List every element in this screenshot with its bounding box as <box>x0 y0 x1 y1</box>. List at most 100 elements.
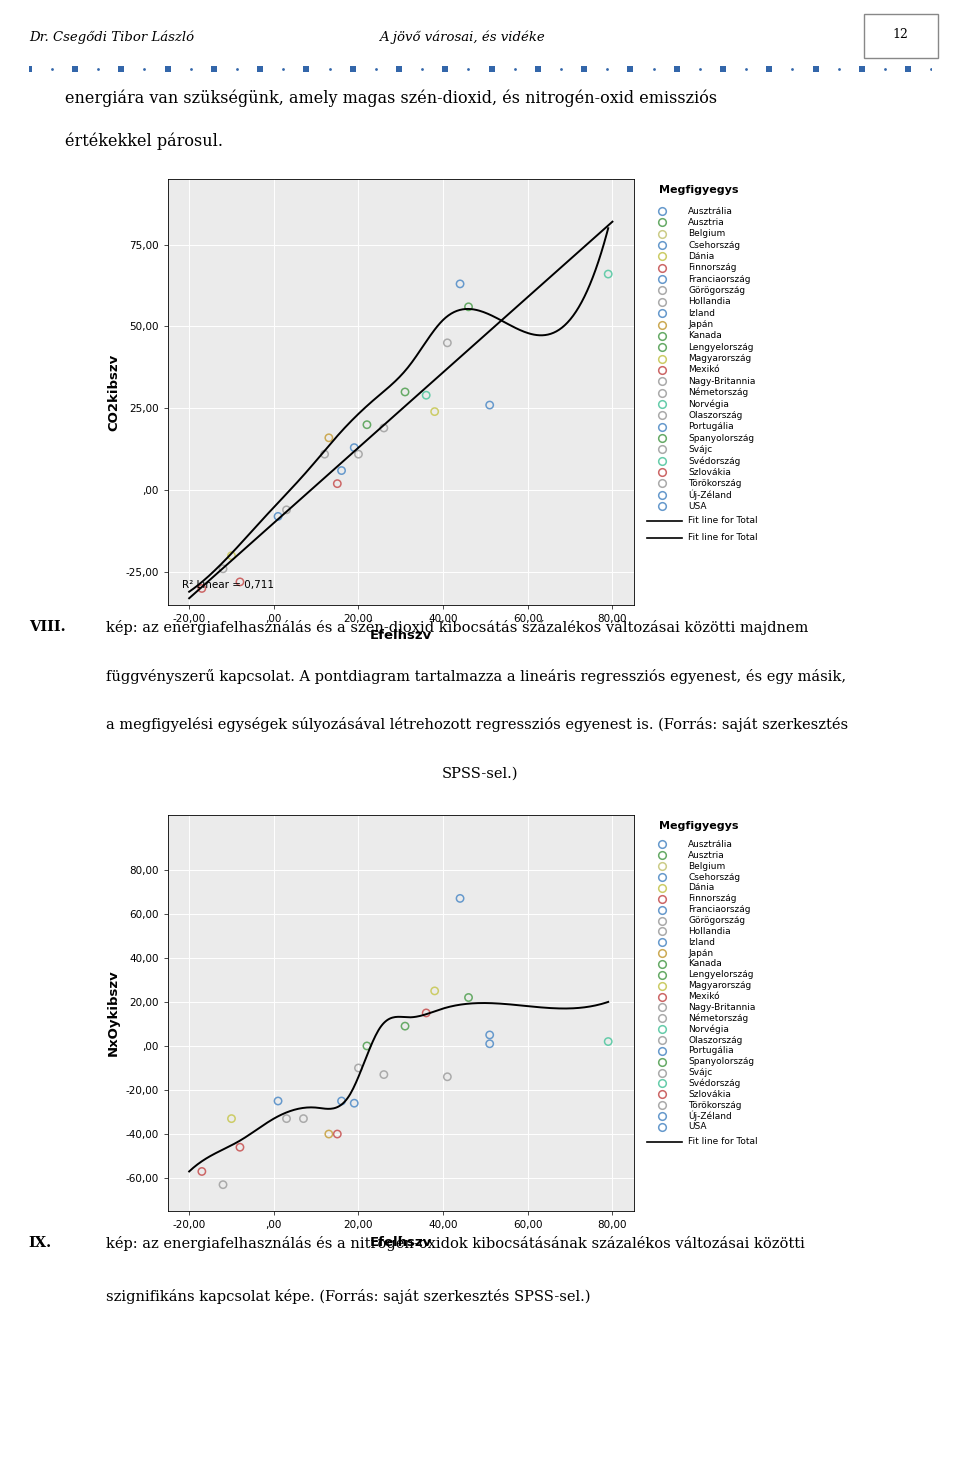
Point <box>452 272 468 295</box>
Point <box>359 1033 374 1057</box>
Point <box>427 399 443 423</box>
Text: Svédország: Svédország <box>688 1079 740 1088</box>
Point <box>334 1089 349 1113</box>
Point <box>278 498 294 521</box>
Point <box>271 1089 286 1113</box>
Text: Dánia: Dánia <box>688 884 714 893</box>
Text: Ausztrália: Ausztrália <box>688 207 733 216</box>
Text: Németország: Németország <box>688 1013 749 1023</box>
Text: Törökország: Törökország <box>688 1101 742 1110</box>
Text: Nagy-Britannia: Nagy-Britannia <box>688 1003 756 1011</box>
Point <box>397 1014 413 1038</box>
Text: Svájc: Svájc <box>688 445 712 454</box>
Text: A jövő városai, és vidéke: A jövő városai, és vidéke <box>379 31 545 44</box>
Point <box>224 545 239 568</box>
Text: Svájc: Svájc <box>688 1069 712 1078</box>
Text: Norvégia: Norvégia <box>688 1025 729 1033</box>
Text: VIII.: VIII. <box>29 619 65 634</box>
Point <box>482 393 497 417</box>
Text: Franciaország: Franciaország <box>688 906 751 915</box>
Point <box>482 1032 497 1055</box>
Text: Japán: Japán <box>688 320 713 329</box>
Point <box>601 263 616 286</box>
Text: Mexikó: Mexikó <box>688 992 720 1001</box>
Point <box>271 505 286 528</box>
Text: Belgium: Belgium <box>688 229 726 238</box>
Text: Olaszország: Olaszország <box>688 411 742 420</box>
Text: Izland: Izland <box>688 938 715 947</box>
Text: Németország: Németország <box>688 388 749 398</box>
Text: a megfigyelési egységek súlyozásával létrehozott regressziós egyenest is. (Forrá: a megfigyelési egységek súlyozásával lét… <box>106 718 848 733</box>
Text: Görögország: Görögország <box>688 916 745 925</box>
X-axis label: Efelhszv: Efelhszv <box>370 630 432 643</box>
Text: Lengyelország: Lengyelország <box>688 342 754 352</box>
Point <box>359 413 374 436</box>
Text: energiára van szükségünk, amely magas szén-dioxid, és nitrogén-oxid emissziós: energiára van szükségünk, amely magas sz… <box>65 90 717 107</box>
Point <box>419 1001 434 1025</box>
Point <box>215 556 230 580</box>
Point <box>322 426 337 449</box>
Text: R² Linear = 0,711: R² Linear = 0,711 <box>182 580 274 590</box>
Text: Dr. Csegődi Tibor László: Dr. Csegődi Tibor László <box>29 31 194 44</box>
Point <box>452 887 468 910</box>
Text: Mexikó: Mexikó <box>688 366 720 374</box>
FancyBboxPatch shape <box>864 13 938 59</box>
Text: Ausztrália: Ausztrália <box>688 840 733 849</box>
Text: Új-Zéland: Új-Zéland <box>688 490 732 501</box>
Text: Finnország: Finnország <box>688 894 736 903</box>
Text: Új-Zéland: Új-Zéland <box>688 1111 732 1122</box>
Text: IX.: IX. <box>29 1236 52 1251</box>
Point <box>296 1107 311 1130</box>
Text: Franciaország: Franciaország <box>688 275 751 283</box>
Text: Görögország: Görögország <box>688 286 745 295</box>
Text: kép: az energiafelhasználás és a szén-dioxid kibocsátás százalékos változásai kö: kép: az energiafelhasználás és a szén-di… <box>106 619 808 634</box>
Text: Magyarország: Magyarország <box>688 981 752 991</box>
Text: Fit line for Total: Fit line for Total <box>688 517 757 526</box>
Point <box>376 1063 392 1086</box>
Text: Magyarország: Magyarország <box>688 354 752 363</box>
Point <box>461 295 476 319</box>
Point <box>232 570 248 593</box>
Point <box>482 1023 497 1047</box>
Text: Finnország: Finnország <box>688 263 736 272</box>
Text: Japán: Japán <box>688 948 713 957</box>
Point <box>347 436 362 459</box>
Text: Norvégia: Norvégia <box>688 399 729 408</box>
Text: Spanyolország: Spanyolország <box>688 433 755 442</box>
Text: USA: USA <box>688 1123 707 1132</box>
Point <box>194 1160 209 1183</box>
Point <box>329 471 345 495</box>
Y-axis label: NxOykibszv: NxOykibszv <box>108 969 120 1057</box>
Text: Izland: Izland <box>688 308 715 317</box>
Point <box>376 417 392 440</box>
Text: Csehország: Csehország <box>688 872 740 882</box>
Text: SPSS-sel.): SPSS-sel.) <box>442 766 518 780</box>
Text: Kanada: Kanada <box>688 960 722 969</box>
Text: Törökország: Törökország <box>688 479 742 487</box>
Point <box>232 1136 248 1160</box>
Point <box>215 1173 230 1196</box>
Text: Kanada: Kanada <box>688 332 722 341</box>
Y-axis label: CO2kibszv: CO2kibszv <box>108 354 120 430</box>
Text: Nagy-Britannia: Nagy-Britannia <box>688 377 756 386</box>
Point <box>350 1057 366 1080</box>
Text: Hollandia: Hollandia <box>688 926 731 937</box>
X-axis label: Efelhszv: Efelhszv <box>370 1236 432 1249</box>
Text: Megfigyegys: Megfigyegys <box>659 821 738 831</box>
Point <box>601 1031 616 1054</box>
Text: szignifikáns kapcsolat képe. (Forrás: saját szerkesztés SPSS-sel.): szignifikáns kapcsolat képe. (Forrás: sa… <box>106 1289 590 1304</box>
Text: Olaszország: Olaszország <box>688 1035 742 1045</box>
Point <box>440 332 455 355</box>
Text: Ausztria: Ausztria <box>688 851 725 860</box>
Point <box>194 577 209 600</box>
Text: Fit line for Total: Fit line for Total <box>688 533 757 543</box>
Point <box>224 1107 239 1130</box>
Text: Portugália: Portugália <box>688 423 733 432</box>
Text: Szlovákia: Szlovákia <box>688 1089 731 1100</box>
Text: 12: 12 <box>893 28 908 41</box>
Text: Dánia: Dánia <box>688 252 714 261</box>
Text: Lengyelország: Lengyelország <box>688 970 754 979</box>
Text: Svédország: Svédország <box>688 457 740 465</box>
Text: Ausztria: Ausztria <box>688 217 725 228</box>
Text: Szlovákia: Szlovákia <box>688 468 731 477</box>
